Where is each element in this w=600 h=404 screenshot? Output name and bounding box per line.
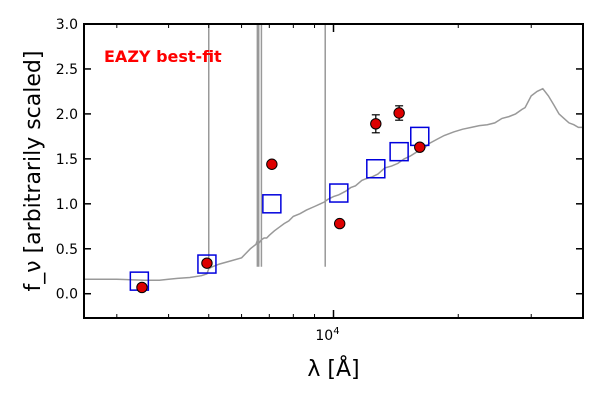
y-tick-label: 2.5 — [56, 62, 78, 78]
observed-point — [393, 107, 405, 119]
x-axis-label: λ [Å] — [307, 355, 359, 382]
model-square — [329, 183, 349, 203]
x-tick-label-exponent: 4 — [333, 326, 339, 337]
sed-line-group — [84, 87, 583, 281]
model-square — [366, 159, 386, 179]
sed-line — [84, 87, 583, 281]
y-tick-label: 1.0 — [56, 197, 78, 213]
observed-point — [333, 217, 346, 230]
y-tick-label: 3.0 — [56, 17, 78, 33]
y-tick-label: 0.0 — [56, 287, 78, 303]
model-square — [389, 141, 409, 162]
observed-point — [370, 118, 382, 130]
annotation-eazy: EAZY best-fit — [104, 47, 222, 66]
observed-point — [266, 158, 278, 170]
observed-photometry-group — [136, 105, 426, 294]
model-square — [197, 254, 217, 274]
plot-frame — [83, 23, 584, 319]
model-photometry-group — [129, 126, 430, 291]
x-tick-label: 104 — [315, 326, 339, 344]
y-axis-label: f_ν [arbitrarily scaled] — [21, 51, 46, 292]
y-tick-label: 1.5 — [56, 152, 78, 168]
observed-point — [201, 257, 213, 269]
axes-group: 0.0 0.5 1.0 1.5 2.0 2.5 3.0 104 λ [Å] f_ν [arbitr… — [21, 17, 584, 382]
y-tick-label: 2.0 — [56, 107, 78, 123]
observed-point — [136, 281, 148, 294]
observed-point — [414, 141, 426, 153]
y-tick-label: 0.5 — [56, 242, 78, 258]
emission-lines-group — [208, 24, 326, 267]
model-square — [262, 194, 282, 214]
